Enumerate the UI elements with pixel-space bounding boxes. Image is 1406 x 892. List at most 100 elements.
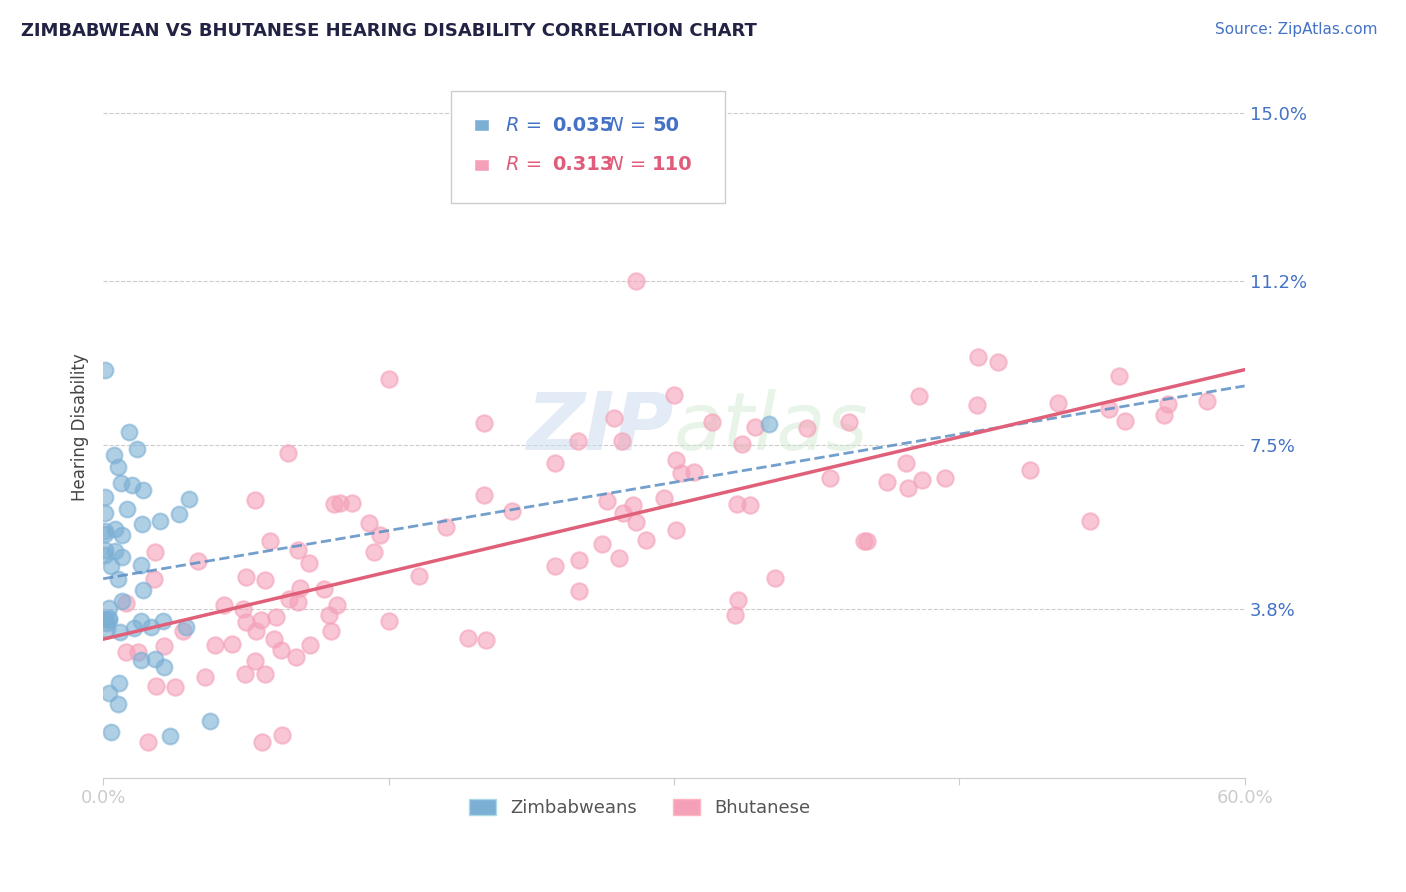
Point	[96, 616, 118, 631]
Point	[363, 545, 385, 559]
Point	[1153, 408, 1175, 422]
Point	[121, 478, 143, 492]
Point	[876, 475, 898, 489]
Point	[111, 549, 134, 564]
FancyBboxPatch shape	[474, 159, 488, 171]
Point	[198, 714, 221, 729]
Point	[129, 558, 152, 572]
Point	[1108, 369, 1130, 384]
Point	[143, 545, 166, 559]
Point	[176, 619, 198, 633]
Point	[107, 460, 129, 475]
Point	[856, 534, 879, 549]
Point	[408, 569, 430, 583]
Point	[245, 624, 267, 638]
Point	[263, 632, 285, 647]
Point	[731, 436, 754, 450]
Point	[270, 643, 292, 657]
Point	[596, 493, 619, 508]
Point	[665, 523, 688, 537]
Point	[277, 446, 299, 460]
Point	[145, 651, 167, 665]
Point	[212, 598, 235, 612]
Point	[897, 481, 920, 495]
Point	[100, 725, 122, 739]
Point	[94, 490, 117, 504]
Point	[740, 498, 762, 512]
Point	[298, 638, 321, 652]
Point	[249, 613, 271, 627]
Point	[100, 559, 122, 574]
Point	[636, 533, 658, 548]
Point	[94, 363, 117, 377]
Point	[662, 388, 685, 402]
Y-axis label: Hearing Disability: Hearing Disability	[72, 353, 89, 501]
Point	[1018, 463, 1040, 477]
Point	[232, 601, 254, 615]
Text: atlas: atlas	[673, 389, 869, 467]
Point	[610, 434, 633, 448]
Point	[107, 572, 129, 586]
Point	[501, 504, 523, 518]
Point	[340, 496, 363, 510]
Point	[103, 448, 125, 462]
Text: ZIMBABWEAN VS BHUTANESE HEARING DISABILITY CORRELATION CHART: ZIMBABWEAN VS BHUTANESE HEARING DISABILI…	[21, 22, 756, 40]
Point	[204, 639, 226, 653]
Point	[896, 456, 918, 470]
Point	[107, 698, 129, 712]
Point	[132, 483, 155, 497]
Point	[94, 526, 117, 541]
Point	[233, 667, 256, 681]
Point	[796, 421, 818, 435]
Point	[607, 551, 630, 566]
Point	[652, 491, 675, 505]
Text: R =: R =	[506, 155, 548, 175]
Point	[97, 613, 120, 627]
Point	[131, 653, 153, 667]
Point	[966, 398, 988, 412]
Point	[326, 599, 349, 613]
Point	[278, 591, 301, 606]
Point	[671, 466, 693, 480]
Point	[285, 650, 308, 665]
Point	[108, 625, 131, 640]
Point	[377, 614, 399, 628]
Point	[270, 728, 292, 742]
Point	[472, 416, 495, 430]
Point	[104, 544, 127, 558]
Point	[131, 516, 153, 531]
Point	[287, 543, 309, 558]
Point	[187, 553, 209, 567]
Point	[853, 533, 876, 548]
Point	[125, 442, 148, 456]
Point	[149, 515, 172, 529]
Point	[475, 633, 498, 648]
Point	[264, 610, 287, 624]
Point	[544, 456, 567, 470]
Point	[744, 419, 766, 434]
Point	[159, 729, 181, 743]
Text: N =: N =	[609, 116, 652, 135]
Point	[254, 666, 277, 681]
Point	[591, 536, 613, 550]
Point	[235, 615, 257, 629]
Point	[139, 620, 162, 634]
Point	[1195, 393, 1218, 408]
Point	[312, 582, 335, 596]
Point	[97, 686, 120, 700]
Point	[287, 594, 309, 608]
Point	[98, 601, 121, 615]
Point	[194, 670, 217, 684]
Point	[152, 614, 174, 628]
Point	[132, 582, 155, 597]
Point	[323, 497, 346, 511]
Point	[820, 471, 842, 485]
Point	[621, 498, 644, 512]
Point	[142, 572, 165, 586]
Point	[94, 548, 117, 562]
Point	[457, 631, 479, 645]
Point	[1157, 397, 1180, 411]
Point	[153, 640, 176, 654]
Point	[544, 558, 567, 573]
Point	[235, 570, 257, 584]
